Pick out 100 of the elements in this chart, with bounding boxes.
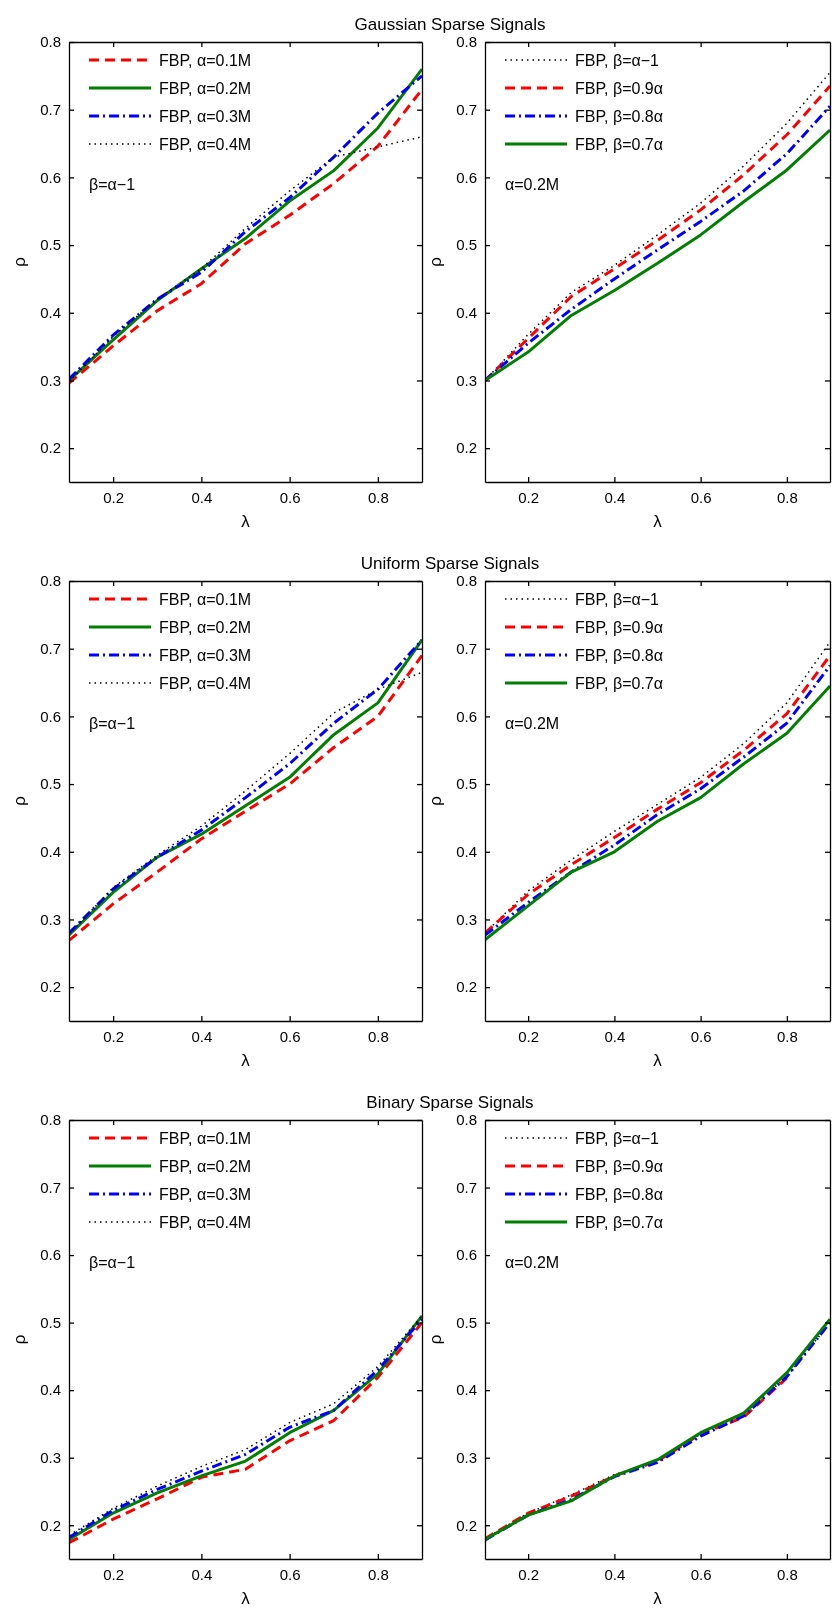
y-tick-label: 0.7 xyxy=(40,1178,61,1196)
y-tick-label: 0.7 xyxy=(456,100,477,118)
x-tick-label: 0.6 xyxy=(690,1027,712,1045)
y-tick-label: 0.4 xyxy=(456,1381,477,1399)
y-tick-label: 0.5 xyxy=(456,1313,477,1331)
x-axis-title: λ xyxy=(653,1051,663,1070)
legend-label: FBP, α=0.3M xyxy=(159,647,252,664)
y-tick-label: 0.2 xyxy=(40,978,61,996)
y-tick-label: 0.6 xyxy=(456,707,477,725)
y-tick-label: 0.2 xyxy=(40,439,61,457)
x-tick-label: 0.2 xyxy=(103,488,125,506)
annotation: α=0.2M xyxy=(505,176,560,193)
y-axis-title: ρ xyxy=(426,257,445,267)
x-tick-label: 0.2 xyxy=(518,488,540,506)
x-tick-label: 0.8 xyxy=(776,488,798,506)
y-tick-label: 0.8 xyxy=(40,1111,61,1129)
y-tick-label: 0.7 xyxy=(40,639,61,657)
y-tick-label: 0.7 xyxy=(456,639,477,657)
legend-label: FBP, β=α−1 xyxy=(575,52,660,69)
y-tick-label: 0.8 xyxy=(40,33,61,51)
legend-label: FBP, β=0.9α xyxy=(575,619,663,636)
x-tick-label: 0.4 xyxy=(191,1565,213,1583)
y-tick-label: 0.3 xyxy=(456,371,477,389)
x-tick-label: 0.2 xyxy=(518,1027,540,1045)
x-tick-label: 0.8 xyxy=(776,1027,798,1045)
legend-label: FBP, α=0.1M xyxy=(159,591,252,608)
x-tick-label: 0.6 xyxy=(690,488,712,506)
y-tick-label: 0.4 xyxy=(456,843,477,861)
x-axis-title: λ xyxy=(241,1589,251,1608)
chart-title: Gaussian Sparse Signals xyxy=(354,15,546,34)
y-tick-label: 0.2 xyxy=(456,1516,477,1534)
y-tick-label: 0.8 xyxy=(456,572,477,590)
legend-label: FBP, α=0.1M xyxy=(159,1130,252,1147)
x-tick-label: 0.4 xyxy=(604,1565,626,1583)
x-tick-label: 0.6 xyxy=(690,1565,712,1583)
legend-label: FBP, β=0.7α xyxy=(575,675,663,692)
annotation: β=α−1 xyxy=(89,1254,136,1271)
x-tick-label: 0.8 xyxy=(367,1027,389,1045)
x-tick-label: 0.4 xyxy=(191,488,213,506)
y-tick-label: 0.6 xyxy=(40,1246,61,1264)
y-tick-label: 0.5 xyxy=(40,775,61,793)
x-axis-title: λ xyxy=(241,1051,251,1070)
legend-label: FBP, β=0.8α xyxy=(575,647,663,664)
y-axis-title: ρ xyxy=(426,1334,445,1345)
y-tick-label: 0.3 xyxy=(40,910,61,928)
x-axis-title: λ xyxy=(241,512,251,531)
y-axis-title: ρ xyxy=(10,1334,29,1345)
y-tick-label: 0.2 xyxy=(40,1516,61,1534)
legend-label: FBP, α=0.2M xyxy=(159,619,252,636)
legend-label: FBP, α=0.3M xyxy=(159,1186,252,1203)
y-tick-label: 0.4 xyxy=(456,304,477,322)
x-tick-label: 0.8 xyxy=(776,1565,798,1583)
x-tick-label: 0.8 xyxy=(367,1565,389,1583)
annotation: β=α−1 xyxy=(89,176,136,193)
legend-label: FBP, α=0.1M xyxy=(159,52,252,69)
y-tick-label: 0.7 xyxy=(456,1178,477,1196)
y-tick-label: 0.3 xyxy=(40,371,61,389)
annotation: α=0.2M xyxy=(505,1254,560,1271)
annotation: α=0.2M xyxy=(505,715,560,732)
x-tick-label: 0.4 xyxy=(604,488,626,506)
x-axis-title: λ xyxy=(653,1589,663,1608)
y-tick-label: 0.5 xyxy=(40,1313,61,1331)
y-tick-label: 0.3 xyxy=(456,910,477,928)
legend-label: FBP, α=0.4M xyxy=(159,136,252,153)
legend-label: FBP, α=0.4M xyxy=(159,1214,252,1231)
y-tick-label: 0.8 xyxy=(456,33,477,51)
legend-label: FBP, β=0.7α xyxy=(575,136,663,153)
y-tick-label: 0.7 xyxy=(40,100,61,118)
y-tick-label: 0.5 xyxy=(40,236,61,254)
legend-label: FBP, α=0.4M xyxy=(159,675,252,692)
y-tick-label: 0.5 xyxy=(456,775,477,793)
legend-label: FBP, α=0.3M xyxy=(159,108,252,125)
legend-label: FBP, β=0.7α xyxy=(575,1214,663,1231)
chart-title: Uniform Sparse Signals xyxy=(360,554,540,573)
chart-title: Binary Sparse Signals xyxy=(366,1093,534,1112)
y-tick-label: 0.4 xyxy=(40,1381,61,1399)
x-axis-title: λ xyxy=(653,512,663,531)
x-tick-label: 0.4 xyxy=(604,1027,626,1045)
y-axis-title: ρ xyxy=(10,257,29,267)
y-tick-label: 0.6 xyxy=(456,168,477,186)
legend-label: FBP, α=0.2M xyxy=(159,1158,252,1175)
x-tick-label: 0.2 xyxy=(103,1027,125,1045)
y-tick-label: 0.3 xyxy=(40,1448,61,1466)
y-tick-label: 0.5 xyxy=(456,236,477,254)
y-axis-title: ρ xyxy=(10,796,29,806)
y-tick-label: 0.4 xyxy=(40,304,61,322)
x-tick-label: 0.6 xyxy=(279,488,301,506)
x-tick-label: 0.6 xyxy=(279,1027,301,1045)
x-tick-label: 0.4 xyxy=(191,1027,213,1045)
legend-label: FBP, β=0.9α xyxy=(575,80,663,97)
y-tick-label: 0.2 xyxy=(456,978,477,996)
x-tick-label: 0.2 xyxy=(518,1565,540,1583)
y-axis-title: ρ xyxy=(426,796,445,806)
legend-label: FBP, β=α−1 xyxy=(575,591,660,608)
y-tick-label: 0.6 xyxy=(456,1246,477,1264)
y-tick-label: 0.4 xyxy=(40,843,61,861)
legend-label: FBP, α=0.2M xyxy=(159,80,252,97)
annotation: β=α−1 xyxy=(89,715,136,732)
y-tick-label: 0.8 xyxy=(456,1111,477,1129)
x-tick-label: 0.8 xyxy=(367,488,389,506)
